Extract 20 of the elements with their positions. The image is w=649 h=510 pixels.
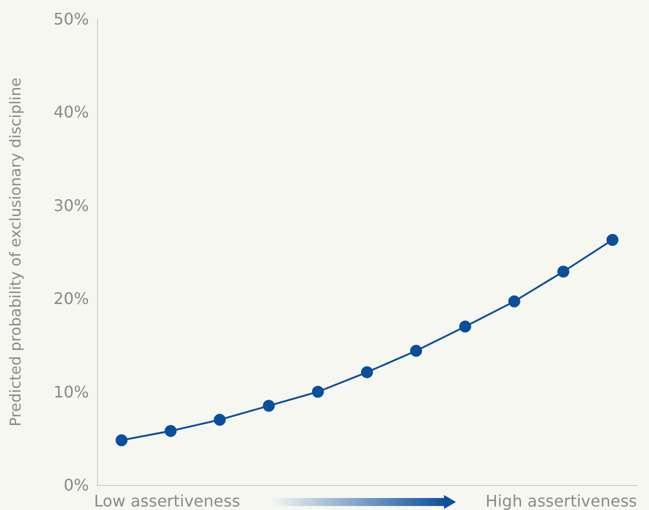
y-tick-label: 10%	[53, 382, 89, 402]
point	[557, 266, 570, 278]
text: Low assertiveness	[94, 492, 240, 510]
point	[606, 234, 618, 246]
text: High assertiveness	[486, 492, 638, 510]
y-tick-label: 50%	[53, 10, 89, 28]
point	[410, 344, 422, 357]
y-tick-label: 0%	[64, 476, 89, 494]
y-axis-title: Predicted probability of exclusionary discipline	[6, 78, 24, 426]
y-tick-label: 30%	[53, 196, 89, 215]
y-tick-label: 40%	[53, 102, 89, 122]
point	[164, 424, 177, 437]
point	[459, 320, 472, 333]
point	[361, 366, 373, 378]
point	[262, 400, 275, 412]
point	[312, 386, 324, 398]
y-tick-label: 20%	[53, 289, 89, 308]
point	[214, 414, 226, 426]
point	[116, 434, 128, 446]
point	[508, 295, 520, 308]
